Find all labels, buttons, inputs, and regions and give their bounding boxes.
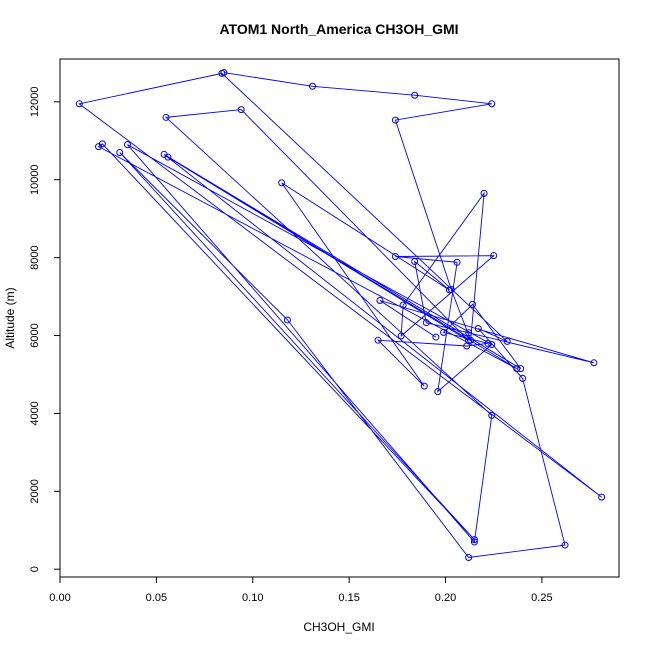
y-tick-label: 4000: [29, 401, 41, 425]
data-point: [283, 316, 291, 324]
data-point: [278, 179, 286, 187]
data-point: [440, 328, 448, 336]
data-point: [218, 69, 226, 77]
data-point: [465, 554, 473, 562]
x-tick-label: 0.25: [531, 592, 552, 604]
data-point: [490, 252, 498, 260]
data-point: [463, 342, 471, 350]
data-point: [598, 493, 606, 501]
data-point: [470, 538, 478, 546]
data-point: [309, 82, 317, 90]
data-point: [488, 340, 496, 348]
data-point: [470, 536, 478, 544]
x-tick-label: 0.05: [146, 592, 167, 604]
y-tick-label: 10000: [29, 164, 41, 195]
data-point: [480, 189, 488, 197]
data-point: [411, 91, 419, 99]
data-point: [411, 258, 419, 266]
chart-title: ATOM1 North_America CH3OH_GMI: [219, 21, 458, 37]
data-point: [116, 148, 124, 156]
data-point: [376, 296, 384, 304]
data-point: [488, 411, 496, 419]
data-point: [434, 388, 442, 396]
y-axis: 0 2000 4000 6000 8000 10000 12000: [29, 87, 60, 572]
data-point: [590, 359, 598, 367]
data-point: [465, 329, 473, 337]
data-point: [75, 100, 83, 108]
x-tick-label: 0.15: [338, 592, 359, 604]
data-point: [519, 374, 527, 382]
y-tick-label: 2000: [29, 479, 41, 503]
data-point: [453, 258, 461, 266]
x-tick-label: 0.20: [435, 592, 456, 604]
data-point: [488, 100, 496, 108]
plot-frame: [59, 58, 620, 578]
y-tick-label: 12000: [29, 87, 41, 118]
data-point: [399, 301, 407, 309]
data-point: [391, 116, 399, 124]
data-point: [432, 333, 440, 341]
y-axis-label: Altitude (m): [3, 287, 17, 348]
x-tick-label: 0.00: [49, 592, 70, 604]
data-point: [162, 113, 170, 121]
data-point: [237, 106, 245, 114]
data-point: [123, 141, 131, 149]
data-point: [391, 252, 399, 260]
data-point: [445, 286, 453, 294]
data-point: [160, 150, 168, 158]
data-point: [474, 325, 482, 333]
data-point: [513, 365, 521, 373]
y-tick-label: 0: [29, 566, 41, 572]
y-tick-label: 6000: [29, 323, 41, 347]
data-point: [374, 336, 382, 344]
series-lines: [78, 72, 602, 558]
data-point: [561, 541, 569, 549]
data-point: [420, 382, 428, 390]
series-points: [75, 69, 606, 562]
series-line: [78, 72, 602, 558]
data-point: [397, 332, 405, 340]
data-point: [422, 319, 430, 327]
data-point: [98, 140, 106, 148]
x-axis-label: CH3OH_GMI: [303, 620, 374, 634]
x-axis: 0.00 0.05 0.10 0.15 0.20 0.25: [49, 577, 553, 604]
data-point: [503, 337, 511, 345]
x-tick-label: 0.10: [242, 592, 263, 604]
data-point: [484, 339, 492, 347]
y-tick-label: 8000: [29, 245, 41, 269]
data-point: [469, 300, 477, 308]
data-point: [517, 365, 525, 373]
